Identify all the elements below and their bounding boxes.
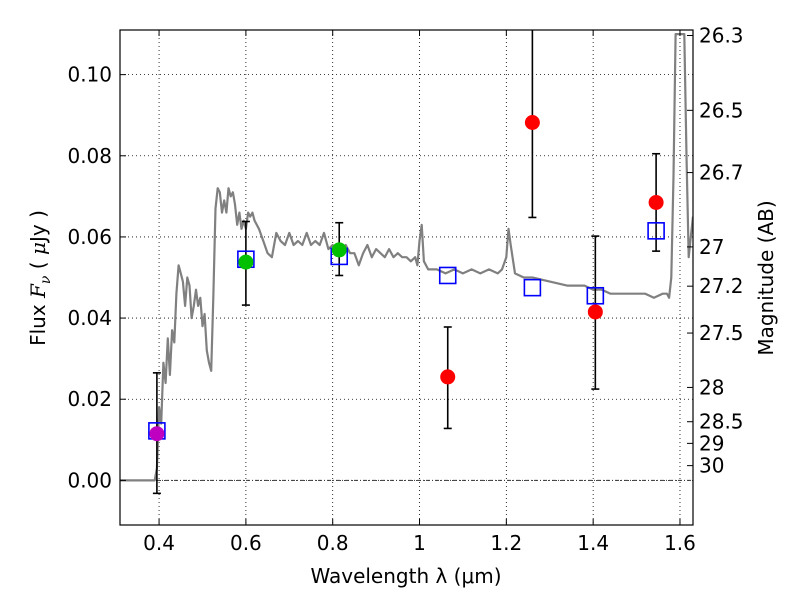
y2-tick-label: 26.3 — [699, 23, 744, 47]
y2-tick-label: 27.2 — [699, 274, 744, 298]
obs_red-point — [648, 194, 664, 210]
x-tick-label: 1.4 — [577, 531, 609, 555]
y-tick-label: 0.10 — [67, 63, 112, 87]
y-axis-title: Flux Fν ( μJy ) — [26, 210, 54, 346]
y2-axis-title: Magnitude (AB) — [754, 200, 778, 355]
x-tick-label: 0.8 — [317, 531, 349, 555]
x-tick-label: 0.6 — [230, 531, 262, 555]
y-tick-label: 0.02 — [67, 387, 112, 411]
model-spectrum — [120, 32, 693, 482]
x-axis-title: Wavelength λ (μm) — [310, 564, 501, 588]
y2-tick-label: 26.7 — [699, 161, 744, 185]
y-axis-title-subscript: ν — [38, 275, 54, 284]
y2-tick-label: 30 — [699, 454, 724, 478]
obs_green-point — [238, 254, 254, 270]
y-axis-title-unit: Jy ) — [26, 210, 50, 244]
y-axis-title-symbol: F — [26, 283, 50, 299]
observed-points — [149, 115, 664, 442]
model-square — [647, 222, 665, 240]
model-square — [586, 286, 605, 305]
plot-frame — [119, 29, 694, 526]
x-tick-label: 0.4 — [143, 531, 175, 555]
y2-tick-label: 28.5 — [699, 410, 744, 434]
y2-tick-label: 27.5 — [699, 321, 744, 345]
obs_green-point — [331, 242, 347, 258]
error-bars — [152, 30, 661, 495]
y2-tick-label: 28 — [699, 375, 724, 399]
y-tick-label: 0.08 — [67, 144, 112, 168]
y-tick-label: 0.04 — [67, 306, 112, 330]
y2-tick-label: 26.5 — [699, 98, 744, 122]
x-tick-label: 1.6 — [664, 531, 696, 555]
x-tick-label: 1 — [413, 531, 426, 555]
y-tick-label: 0.00 — [67, 468, 112, 492]
y2-tick-label: 27 — [699, 235, 724, 259]
y-tick-label: 0.06 — [67, 225, 112, 249]
obs_magenta-point — [149, 426, 165, 442]
y-axis-title-prefix: Flux — [26, 298, 50, 346]
obs_red-point — [587, 304, 603, 320]
x-tick-label: 1.2 — [490, 531, 522, 555]
axes: 0.4 0.6 0.8 1 1.2 1.4 1.6 0.00 0.02 0.04 0.06 0.08 0… — [67, 23, 743, 555]
y-axis-title-paren: ( — [26, 255, 50, 276]
model-bandpass-points — [148, 222, 665, 440]
spectrum-line — [120, 32, 693, 482]
model-square — [438, 266, 457, 285]
y-axis-title-mu: μ — [26, 242, 50, 255]
y2-tick-label: 29 — [699, 431, 724, 455]
model-square — [523, 278, 542, 297]
obs_red-point — [524, 115, 540, 131]
grid — [120, 30, 693, 525]
obs_red-point — [440, 369, 456, 385]
